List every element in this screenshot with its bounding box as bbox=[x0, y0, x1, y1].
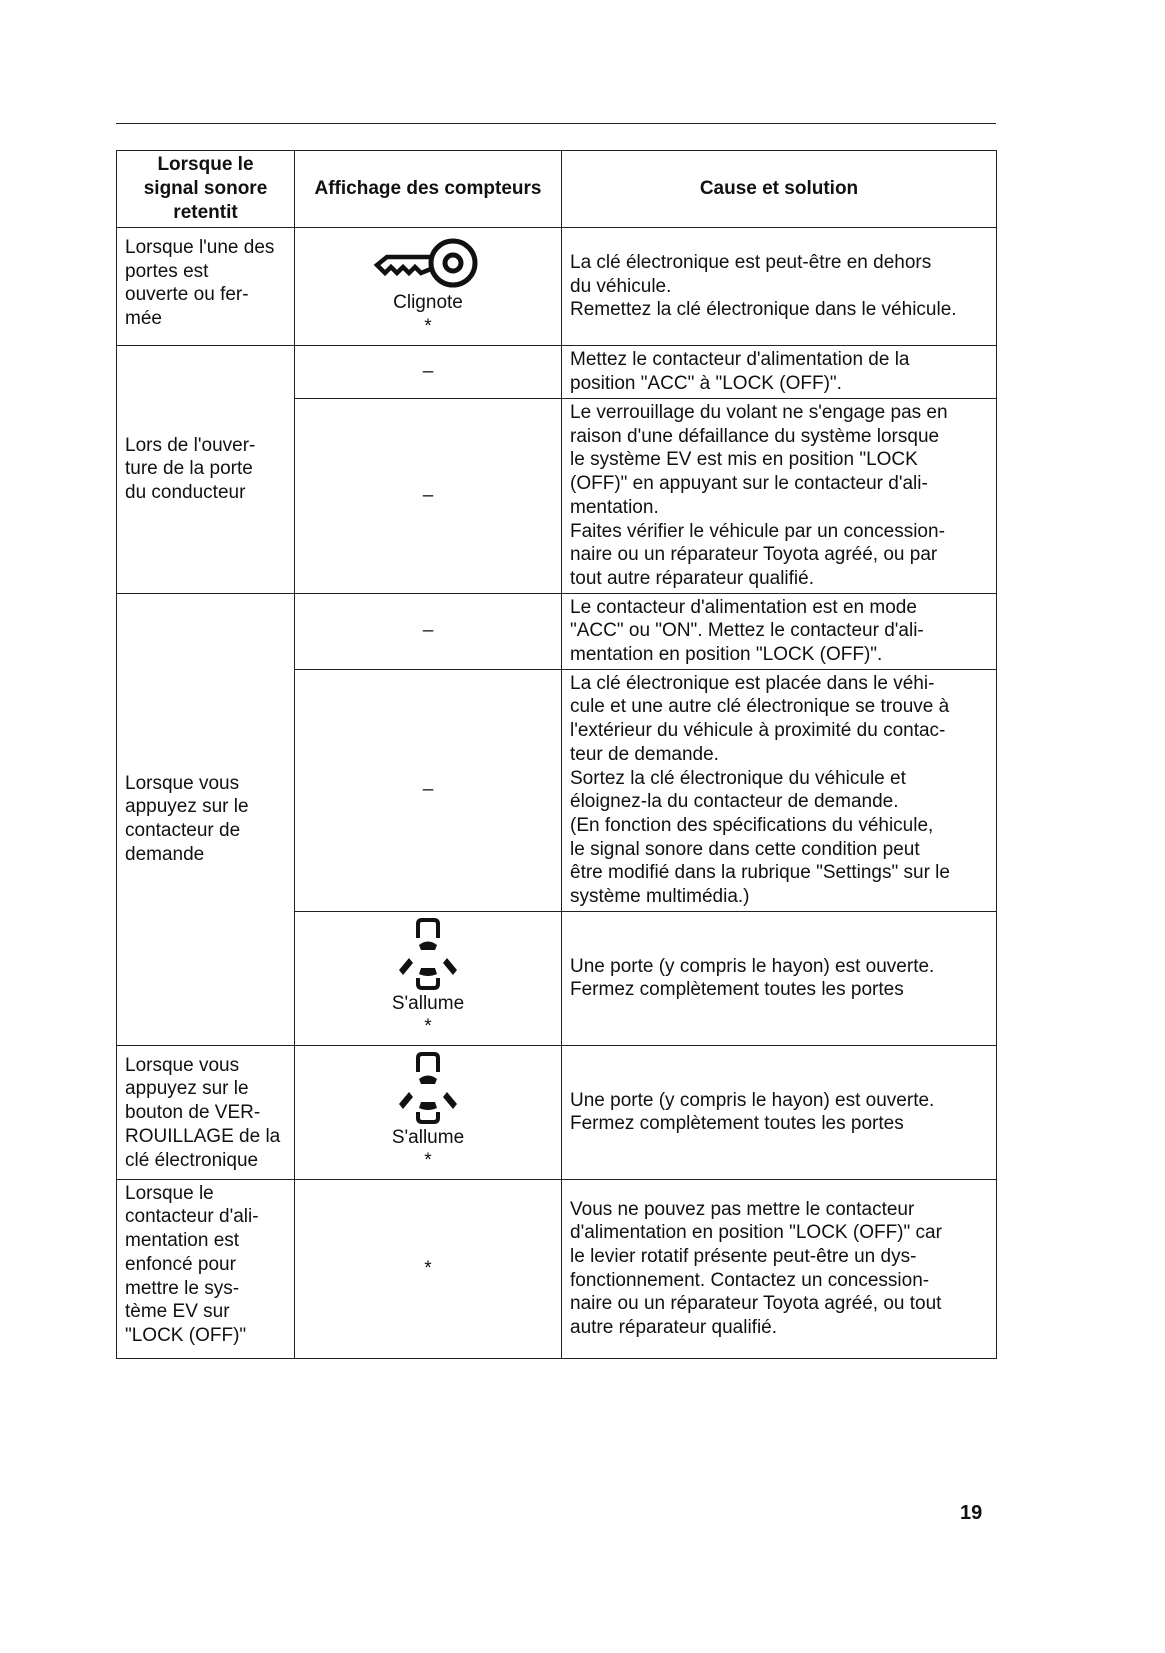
cause-cell: Le contacteur d'alimentation est en mode… bbox=[561, 592, 997, 670]
table-row: Lors de l'ouver- ture de la porte du con… bbox=[116, 345, 997, 594]
cause-cell: Le verrouillage du volant ne s'engage pa… bbox=[561, 398, 997, 594]
footnote-mark: * bbox=[424, 1016, 432, 1038]
buzzer-table: Lorsque le signal sonore retentit Affich… bbox=[116, 150, 997, 1359]
when-cell: Lorsque vous appuyez sur le contacteur d… bbox=[116, 592, 295, 1046]
footnote-mark: * bbox=[424, 315, 432, 337]
top-rule bbox=[116, 123, 996, 124]
door-open-car-icon bbox=[399, 917, 457, 990]
door-open-car-icon bbox=[399, 1051, 457, 1124]
display-cell: – bbox=[294, 398, 562, 594]
table-row: Lorsque vous appuyez sur le contacteur d… bbox=[116, 592, 997, 1046]
cause-cell: La clé électronique est placée dans le v… bbox=[561, 668, 997, 912]
cause-cell: Une porte (y compris le hayon) est ouver… bbox=[561, 910, 997, 1046]
table-row: – Le verrouillage du volant ne s'engage … bbox=[117, 398, 997, 594]
cause-cell: Vous ne pouvez pas mettre le contacteur … bbox=[561, 1178, 997, 1359]
table-header: Lorsque le signal sonore retentit Affich… bbox=[116, 150, 997, 228]
cause-cell: Une porte (y compris le hayon) est ouver… bbox=[561, 1044, 997, 1180]
display-cell: S'allume * bbox=[294, 1044, 562, 1180]
header-when: Lorsque le signal sonore retentit bbox=[116, 150, 295, 228]
table-row: Lorsque l'une des portes est ouverte ou … bbox=[116, 227, 997, 346]
table-row: Lorsque vous appuyez sur le bouton de VE… bbox=[116, 1044, 997, 1180]
table-row: Lorsque le contacteur d'ali- mentation e… bbox=[116, 1178, 997, 1359]
when-cell: Lorsque le contacteur d'ali- mentation e… bbox=[116, 1178, 295, 1359]
when-cell: Lorsque l'une des portes est ouverte ou … bbox=[116, 227, 295, 346]
header-cause: Cause et solution bbox=[561, 150, 997, 228]
page-number: 19 bbox=[960, 1502, 983, 1524]
footnote-mark: * bbox=[424, 1150, 432, 1172]
display-status: S'allume bbox=[391, 1126, 465, 1148]
when-cell: Lors de l'ouver- ture de la porte du con… bbox=[116, 345, 295, 594]
display-status: Clignote bbox=[393, 291, 463, 313]
header-display: Affichage des compteurs bbox=[294, 150, 562, 228]
display-status: S'allume bbox=[391, 992, 465, 1014]
table-row: – La clé électronique est placée dans le… bbox=[117, 668, 997, 912]
display-cell: Clignote * bbox=[294, 227, 562, 346]
display-cell: – bbox=[294, 345, 562, 399]
display-cell: S'allume * bbox=[294, 910, 562, 1046]
key-icon bbox=[373, 238, 478, 288]
display-cell: – bbox=[294, 592, 562, 670]
display-cell: – bbox=[294, 668, 562, 912]
when-cell: Lorsque vous appuyez sur le bouton de VE… bbox=[116, 1044, 295, 1180]
display-cell: * bbox=[294, 1178, 562, 1359]
cause-cell: Mettez le contacteur d'alimentation de l… bbox=[561, 345, 997, 399]
cause-cell: La clé électronique est peut-être en deh… bbox=[561, 227, 997, 346]
